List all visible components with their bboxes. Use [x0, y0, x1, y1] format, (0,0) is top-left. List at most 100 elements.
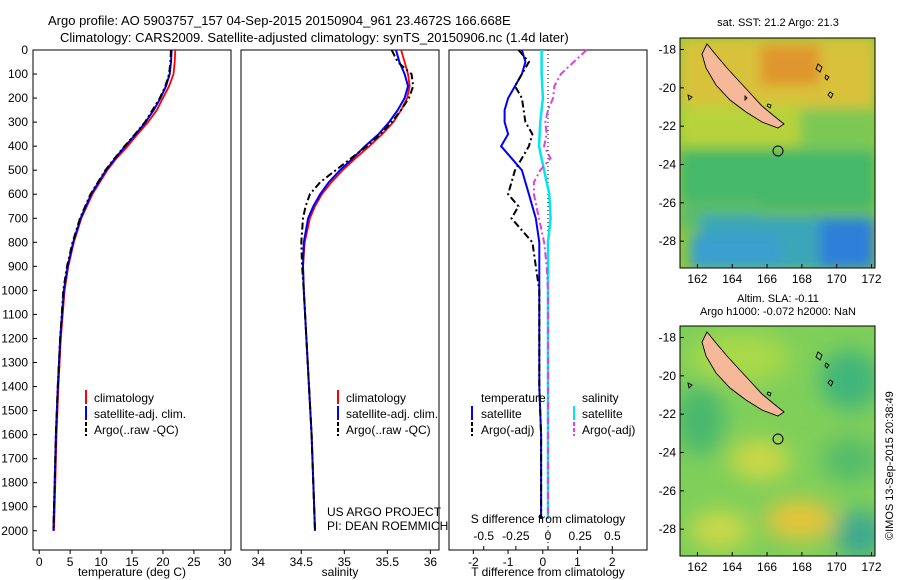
legend-salinity-title: salinity	[582, 391, 619, 405]
depth-tick-label: 1300	[1, 356, 28, 370]
island-outlines	[687, 351, 834, 397]
header-line1: Argo profile: AO 5903757_157 04-Sep-2015…	[48, 13, 511, 28]
satellite-line	[52, 49, 173, 531]
difference-legend: temperature satellite Argo(-adj) salinit…	[471, 391, 635, 437]
sst-map-axes: 162 164 166 168 170 172 -18 -20 -22 -24 -26 -28	[659, 43, 882, 287]
sla-map-frame	[679, 325, 876, 557]
legend-s-satellite: satellite	[582, 407, 623, 421]
temperature-panel: 0100200300400500600700800900100011001200…	[1, 43, 232, 579]
latitude-label: -24	[659, 158, 677, 172]
argo-location-marker	[772, 433, 784, 445]
argo-location-marker	[772, 145, 784, 157]
sla-map-subtitle: Argo h1000: -0.072 h2000: NaN	[700, 306, 856, 318]
depth-tick-label: 1100	[2, 307, 28, 321]
latitude-label: -20	[659, 81, 677, 95]
s-difference-tick-label: 0.25	[568, 529, 592, 543]
sst-field	[680, 38, 875, 268]
depth-tick-label: 1400	[1, 380, 28, 394]
longitude-label: 170	[827, 272, 847, 286]
temperature-tick-label: 20	[156, 555, 170, 569]
depth-tick-label: 200	[8, 91, 28, 105]
legend-satellite: satellite-adj. clim.	[94, 407, 186, 421]
latitude-label: -28	[659, 522, 677, 536]
climatology-line	[53, 49, 177, 531]
s-difference-tick-label: 0.5	[604, 529, 621, 543]
latitude-label: -26	[659, 196, 677, 210]
longitude-label: 168	[792, 560, 812, 574]
salinity-tick-label: 36	[424, 555, 438, 569]
sla-map: Altim. SLA: -0.11 Argo h1000: -0.072 h20…	[659, 293, 882, 575]
satellite-line	[301, 49, 410, 531]
climatology-line	[302, 49, 411, 531]
sla-map-axes: 162 164 166 168 170 172 -18 -20 -22 -24 -26 -28	[659, 331, 882, 575]
longitude-label: 172	[862, 272, 882, 286]
sst-map: sat. SST: 21.2 Argo: 21.3 162 164 166 168 17…	[659, 17, 882, 286]
legend-argo: Argo(..raw -QC)	[94, 423, 179, 437]
longitude-label: 164	[722, 272, 742, 286]
longitude-label: 172	[862, 560, 882, 574]
temperature-series	[52, 49, 177, 531]
legend-temperature-title: temperature	[481, 391, 546, 405]
depth-tick-label: 500	[8, 163, 28, 177]
island-outlines	[687, 63, 834, 109]
longitude-label: 166	[757, 272, 777, 286]
imos-credit: ©IMOS 13-Sep-2015 20:38:49	[884, 391, 896, 540]
depth-tick-label: 900	[8, 259, 28, 273]
t-difference-tick-label: 0	[539, 555, 546, 569]
depth-tick-label: 1900	[1, 500, 28, 514]
salinity-tick-label: 34.5	[290, 555, 314, 569]
longitude-label: 162	[687, 560, 707, 574]
depth-tick-label: 100	[8, 67, 28, 81]
sst-map-title: sat. SST: 21.2 Argo: 21.3	[717, 17, 839, 29]
temperature-tick-label: 15	[125, 555, 139, 569]
s-difference-xlabel: S difference from climatology	[471, 512, 626, 526]
t-difference-tick-label: 2	[609, 555, 616, 569]
latitude-label: -26	[659, 484, 677, 498]
sst-map-frame	[679, 37, 876, 269]
latitude-label: -18	[659, 43, 677, 57]
difference-series	[499, 49, 588, 519]
latitude-label: -22	[659, 407, 677, 421]
s-difference-tick-label: 0	[545, 529, 552, 543]
depth-axis: 0 100 200 300 400 500 600 700 800 900 1000 1100 1200…	[1, 43, 37, 538]
latitude-label: -20	[659, 369, 677, 383]
temperature-tick-label: 30	[218, 555, 232, 569]
depth-tick-label: 1600	[1, 428, 28, 442]
argo-line	[300, 49, 415, 531]
depth-tick-label: 800	[8, 235, 28, 249]
sla-field	[680, 326, 875, 556]
legend-t-argo: Argo(-adj)	[481, 423, 534, 437]
salinity-tick-label: 35.5	[376, 555, 400, 569]
longitude-label: 166	[757, 560, 777, 574]
legend-satellite: satellite-adj. clim.	[346, 407, 438, 421]
project-line1: US ARGO PROJECT	[327, 505, 442, 519]
t-difference-xlabel: T difference from climatology	[471, 565, 625, 579]
temperature-xlabel: temperature (deg C)	[78, 565, 186, 579]
depth-tick-label: 400	[8, 139, 28, 153]
longitude-label: 168	[792, 272, 812, 286]
depth-tick-label: 1200	[1, 331, 28, 345]
s-difference-x-axis: -0.5 -0.25 0 0.25 0.5	[473, 529, 621, 550]
t-difference-tick-label: -2	[468, 555, 479, 569]
depth-tick-label: 1700	[1, 452, 28, 466]
legend-climatology: climatology	[346, 391, 406, 405]
legend-t-satellite: satellite	[481, 407, 522, 421]
t-argo-difference-line	[506, 49, 543, 519]
longitude-label: 162	[687, 272, 707, 286]
depth-tick-label: 1800	[1, 476, 28, 490]
new-caledonia-landmass	[701, 43, 785, 129]
salinity-xlabel: salinity	[322, 565, 359, 579]
depth-tick-label: 0	[21, 43, 28, 57]
salinity-tick-label: 35	[338, 555, 352, 569]
t-difference-tick-label: 1	[574, 555, 581, 569]
project-line2: PI: DEAN ROEMMICH	[327, 519, 448, 533]
argo-line	[52, 49, 172, 531]
salinity-x-axis: 34 34.5 35 35.5 36	[252, 550, 438, 569]
temperature-x-axis: 0 5 10 15 20 25 30	[36, 550, 232, 569]
salinity-series	[300, 49, 415, 531]
legend-argo: Argo(..raw -QC)	[346, 423, 431, 437]
latitude-label: -28	[659, 234, 677, 248]
temperature-tick-label: 10	[94, 555, 108, 569]
longitude-label: 170	[827, 560, 847, 574]
